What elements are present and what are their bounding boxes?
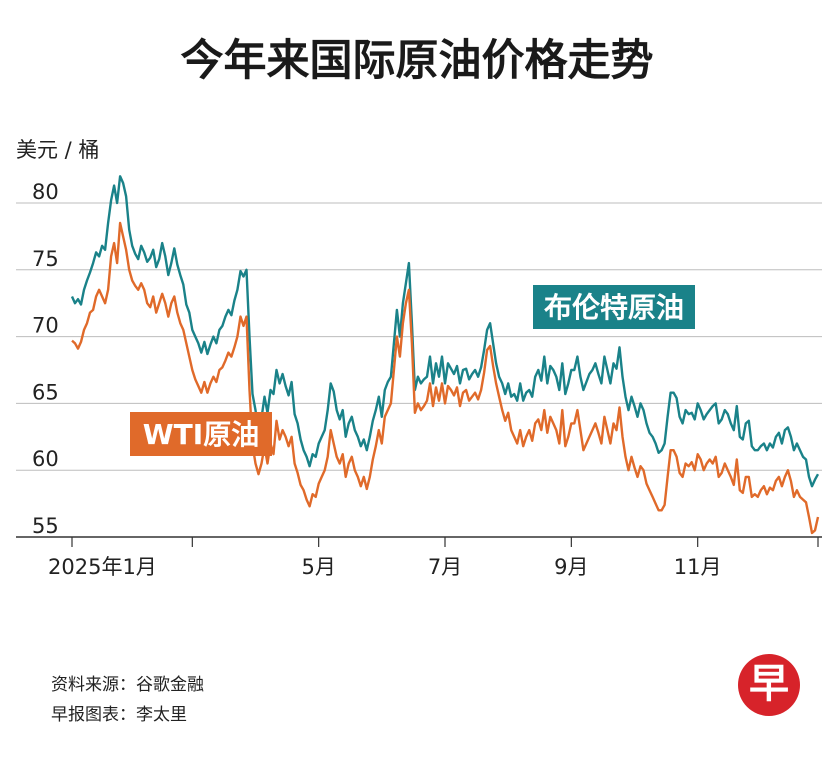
series-line-brent — [70, 175, 820, 488]
series-line-wti — [71, 221, 820, 535]
x-tick-label-4: 9月 — [554, 555, 588, 579]
y-tick-65: 65 — [32, 380, 59, 404]
series-labels: 布伦特原油 WTI原油 — [130, 285, 695, 456]
y-tick-labels: 55 60 65 70 75 80 — [32, 180, 59, 538]
y-tick-70: 70 — [32, 314, 59, 338]
x-tick-label-0: 2025年1月 — [48, 555, 157, 579]
y-tick-75: 75 — [32, 247, 59, 271]
series-lines — [70, 175, 820, 535]
chart-title: 今年来国际原油价格走势 — [180, 36, 654, 86]
credit-note: 早报图表：李太里 — [51, 705, 187, 725]
x-tick-label-3: 7月 — [428, 555, 462, 579]
label-box-wti — [130, 412, 272, 456]
gridlines — [16, 202, 822, 538]
y-tick-60: 60 — [32, 447, 59, 471]
line-chart: 美元 / 桶 55 60 65 70 75 80 2025年1月 5月 7月 9月 11月 布伦特… — [16, 138, 822, 579]
source-note: 资料来源：谷歌金融 — [51, 675, 204, 695]
label-text-brent: 布伦特原油 — [544, 291, 684, 324]
y-tick-55: 55 — [32, 514, 59, 538]
x-axis: 2025年1月 5月 7月 9月 11月 — [48, 537, 819, 579]
y-axis-label: 美元 / 桶 — [16, 138, 99, 162]
y-tick-80: 80 — [32, 180, 59, 204]
newspaper-logo: 早 — [738, 654, 800, 716]
label-box-brent — [533, 285, 695, 329]
label-text-wti: WTI原油 — [143, 418, 259, 451]
x-tick-label-5: 11月 — [674, 555, 722, 579]
x-tick-label-2: 5月 — [301, 555, 335, 579]
